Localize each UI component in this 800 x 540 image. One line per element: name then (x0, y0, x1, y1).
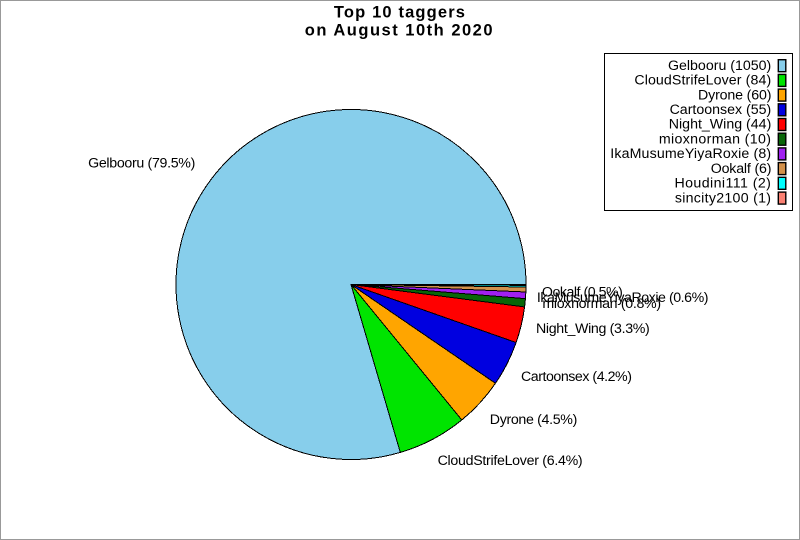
svg-text:IkaMusumeYiyaRoxie (0.6%): IkaMusumeYiyaRoxie (0.6%) (537, 290, 708, 306)
svg-text:CloudStrifeLover (84): CloudStrifeLover (84) (634, 73, 771, 89)
svg-text:CloudStrifeLover (6.4%): CloudStrifeLover (6.4%) (438, 453, 583, 469)
svg-text:Night_Wing (44): Night_Wing (44) (669, 117, 772, 133)
svg-text:Cartoonsex (55): Cartoonsex (55) (670, 102, 772, 118)
svg-text:Gelbooru (1050): Gelbooru (1050) (668, 58, 771, 74)
svg-text:mioxnorman (0.8%): mioxnorman (0.8%) (542, 296, 660, 312)
svg-text:Gelbooru (79.5%): Gelbooru (79.5%) (88, 156, 195, 172)
svg-text:Cartoonsex (4.2%): Cartoonsex (4.2%) (521, 369, 631, 385)
svg-text:Ookalf (0.5%): Ookalf (0.5%) (542, 285, 623, 301)
svg-text:IkaMusumeYiyaRoxie (8): IkaMusumeYiyaRoxie (8) (610, 146, 771, 162)
svg-text:Ookalf (6): Ookalf (6) (711, 161, 772, 177)
svg-text:on August 10th 2020: on August 10th 2020 (305, 22, 494, 40)
svg-text:Night_Wing (3.3%): Night_Wing (3.3%) (536, 321, 649, 337)
svg-text:mioxnorman (10): mioxnorman (10) (659, 132, 771, 148)
svg-text:Dyrone (60): Dyrone (60) (698, 87, 771, 103)
svg-text:Dyrone (4.5%): Dyrone (4.5%) (490, 412, 577, 428)
svg-text:sincity2100 (1): sincity2100 (1) (675, 190, 771, 206)
svg-text:Houdini111 (2): Houdini111 (2) (674, 176, 771, 192)
svg-text:Top 10 taggers: Top 10 taggers (334, 4, 466, 22)
